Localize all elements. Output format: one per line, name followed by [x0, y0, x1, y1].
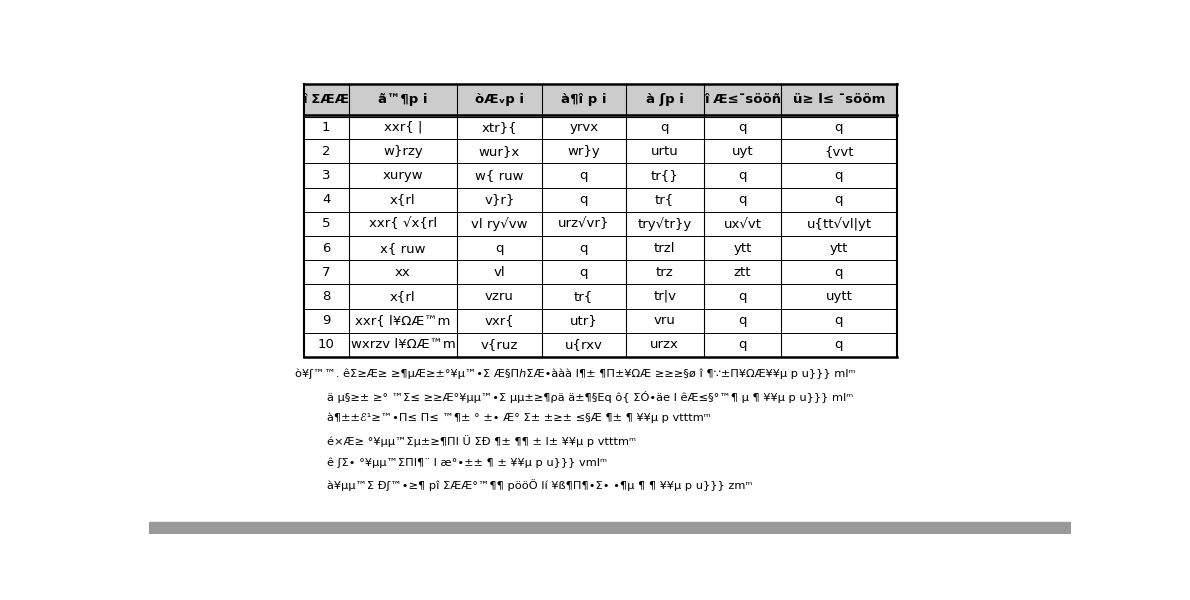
Text: q: q [738, 169, 747, 182]
Text: wur}x: wur}x [478, 145, 520, 158]
Text: w{ ruw: w{ ruw [475, 169, 524, 182]
Text: q: q [738, 314, 747, 327]
Text: uyt: uyt [732, 145, 753, 158]
Text: tr{}: tr{} [651, 169, 678, 182]
Text: à¶î p i: à¶î p i [560, 93, 607, 106]
Text: 1: 1 [322, 121, 331, 134]
Text: q: q [834, 169, 844, 182]
Text: vl ry√vw: vl ry√vw [471, 217, 527, 231]
Text: ê ʃΣ• °¥μμ™ΣΠl¶¨ l æ°•±± ¶ ± ¥¥μ p u}}} vmlᵐ: ê ʃΣ• °¥μμ™ΣΠl¶¨ l æ°•±± ¶ ± ¥¥μ p u}}} … [327, 457, 607, 467]
Text: é×Æ≥ °¥μμ™Σμ±≥¶Πl Ü ΣÐ ¶± ¶¶ ± l± ¥¥μ p vtttmᵐ: é×Æ≥ °¥μμ™Σμ±≥¶Πl Ü ΣÐ ¶± ¶¶ ± l± ¥¥μ p … [327, 435, 635, 447]
Text: à¥μμ™Σ Ðʃ™•≥¶ pî ΣÆÆ°™¶¶ pööÖ lí ¥ß¶Π¶•Σ• •¶μ ¶ ¶ ¥¥μ p u}}} zmᵐ: à¥μμ™Σ Ðʃ™•≥¶ pî ΣÆÆ°™¶¶ pööÖ lí ¥ß¶Π¶•Σ… [327, 479, 752, 491]
Text: òÆᵥp i: òÆᵥp i [475, 93, 524, 106]
Text: tr{: tr{ [574, 290, 594, 303]
Text: q: q [834, 338, 844, 352]
Text: ü≥ l≤ ¯sööm: ü≥ l≤ ¯sööm [793, 93, 885, 106]
Text: q: q [738, 338, 747, 352]
Text: q: q [834, 314, 844, 327]
Text: x{rl: x{rl [390, 193, 415, 206]
Text: q: q [495, 242, 503, 254]
Text: xxr{ √x{rl: xxr{ √x{rl [369, 217, 437, 230]
Text: v{ruz: v{ruz [481, 338, 518, 352]
Text: 7: 7 [322, 266, 331, 279]
Text: q: q [738, 290, 747, 303]
Text: yrvx: yrvx [569, 121, 599, 134]
Text: 6: 6 [322, 242, 331, 254]
Text: vru: vru [653, 314, 676, 327]
Text: v}r}: v}r} [484, 193, 514, 206]
Text: ytt: ytt [829, 242, 848, 254]
Text: 9: 9 [322, 314, 331, 327]
Text: q: q [834, 121, 844, 134]
Text: xtr}{: xtr}{ [482, 121, 518, 134]
Text: à ʃp i: à ʃp i [646, 93, 684, 106]
Text: xxr{ l¥ΩÆ™m: xxr{ l¥ΩÆ™m [355, 314, 451, 327]
Text: q: q [834, 193, 844, 206]
Text: q: q [738, 121, 747, 134]
Text: x{rl: x{rl [390, 290, 415, 303]
Text: 2: 2 [322, 145, 331, 158]
Text: vl: vl [494, 266, 506, 279]
Text: trz: trz [656, 266, 674, 279]
Text: q: q [580, 242, 588, 254]
Text: 3: 3 [322, 169, 331, 182]
Text: xx: xx [395, 266, 411, 279]
Text: î ΣÆÆ: î ΣÆÆ [302, 93, 350, 106]
Text: tr|v: tr|v [653, 290, 676, 303]
Text: tr{: tr{ [656, 193, 675, 206]
Text: ztt: ztt [734, 266, 751, 279]
Text: q: q [580, 266, 588, 279]
Bar [303, 83, 896, 115]
Text: q: q [580, 169, 588, 182]
Text: ytt: ytt [733, 242, 752, 254]
Text: u{tt√vl|yt: u{tt√vl|yt [807, 217, 871, 231]
Text: uytt: uytt [826, 290, 852, 303]
Text: {vvt: {vvt [825, 145, 853, 158]
Text: w}rzy: w}rzy [383, 145, 422, 158]
Text: wxrzv l¥ΩÆ™m: wxrzv l¥ΩÆ™m [351, 338, 456, 352]
Text: try√tr}y: try√tr}y [638, 217, 691, 231]
Text: xxr{ |: xxr{ | [383, 121, 422, 134]
Text: 8: 8 [322, 290, 331, 303]
Text: x{ ruw: x{ ruw [380, 242, 426, 254]
Text: q: q [580, 193, 588, 206]
Text: 10: 10 [318, 338, 334, 352]
Text: trzl: trzl [654, 242, 676, 254]
Text: u{rxv: u{rxv [565, 338, 602, 352]
Text: ò¥ʃ™™. êΣ≥Æ≥ ≥¶μÆ≥±°¥μ™•Σ Æ§ΠℎΣÆ•ààà l¶± ¶Π±¥ΩÆ ≥≥≥§ø î ¶∵±Π¥ΩÆ¥¥μ p u}}} mlᵐ: ò¥ʃ™™. êΣ≥Æ≥ ≥¶μÆ≥±°¥μ™•Σ Æ§ΠℎΣÆ•ààà l¶±… [295, 368, 856, 379]
Text: q: q [660, 121, 669, 134]
Text: q: q [834, 266, 844, 279]
Text: ã™¶p i: ã™¶p i [378, 93, 427, 106]
Bar [149, 523, 1071, 534]
Text: urzx: urzx [650, 338, 679, 352]
Text: 4: 4 [322, 193, 331, 206]
Text: ux√vt: ux√vt [724, 217, 762, 230]
Text: urtu: urtu [651, 145, 678, 158]
Text: à¶±±ℰ¹≥™•Π≤ Π≤ ™¶± ° ±• Æ° Σ± ±≥± ≤§Æ ¶± ¶ ¥¥μ p vtttmᵐ: à¶±±ℰ¹≥™•Π≤ Π≤ ™¶± ° ±• Æ° Σ± ±≥± ≤§Æ ¶±… [327, 413, 710, 424]
Text: 5: 5 [322, 217, 331, 230]
Text: urz√vr}: urz√vr} [558, 217, 609, 230]
Text: î Æ≤¯sööñ: î Æ≤¯sööñ [704, 93, 781, 106]
Text: q: q [738, 193, 747, 206]
Text: xuryw: xuryw [382, 169, 424, 182]
Text: vxr{: vxr{ [484, 314, 514, 327]
Text: vzru: vzru [486, 290, 514, 303]
Text: utr}: utr} [570, 314, 597, 327]
Text: ä μ§≥± ≥° ™Σ≤ ≥≥Æ°¥μμ™•Σ μμ±≥¶ρä ä±¶§Eq ô{ ΣÓ•äe l êÆ≤§°™¶ μ ¶ ¥¥μ p u}}} mlᵐ: ä μ§≥± ≥° ™Σ≤ ≥≥Æ°¥μμ™•Σ μμ±≥¶ρä ä±¶§Eq … [327, 391, 853, 403]
Text: wr}y: wr}y [568, 145, 600, 158]
